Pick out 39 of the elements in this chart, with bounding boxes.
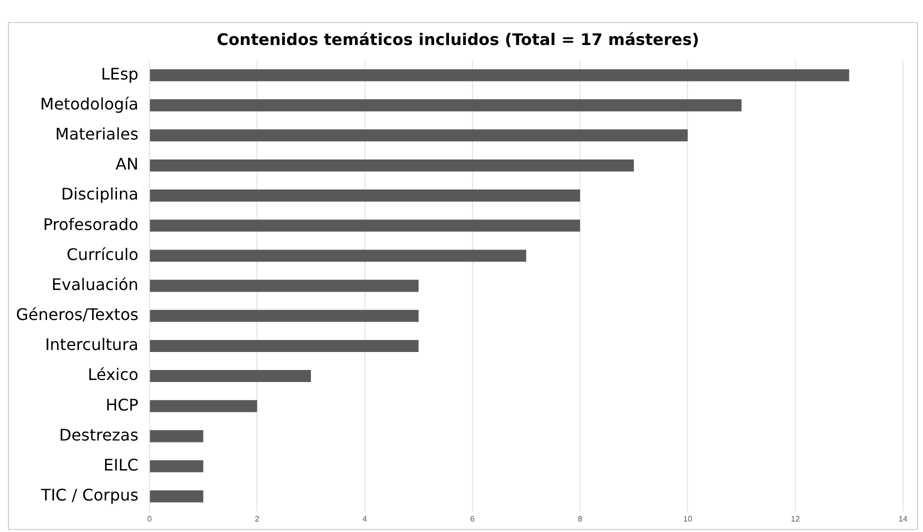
y-tick-label: Currículo [66, 244, 138, 264]
x-tick-label: 10 [683, 514, 693, 524]
bar [150, 430, 204, 442]
x-tick-label: 6 [470, 514, 476, 524]
chart-title: Contenidos temáticos incluidos (Total = 17 másteres) [216, 30, 700, 49]
bar [150, 69, 850, 82]
y-tick-label: AN [116, 154, 138, 174]
y-tick-label: EILC [104, 455, 138, 474]
y-tick-label: LEsp [100, 64, 138, 84]
x-tick-label: 4 [362, 514, 368, 524]
bar [150, 190, 580, 202]
bar [150, 129, 688, 142]
bar [150, 250, 526, 262]
bar [150, 340, 419, 352]
bar [150, 220, 580, 232]
y-tick-label: Evaluación [52, 274, 138, 294]
bar [150, 159, 634, 172]
bar [150, 370, 311, 382]
x-tick-label: 0 [147, 514, 152, 524]
y-tick-label: Léxico [88, 365, 138, 384]
x-tick-label: 12 [790, 514, 800, 524]
y-tick-label: Materiales [55, 124, 138, 144]
bar [150, 280, 419, 292]
bar [150, 99, 742, 112]
x-tick-label: 14 [898, 514, 908, 524]
bar [150, 400, 258, 412]
y-tick-label: Profesorado [43, 214, 138, 234]
bar [150, 490, 204, 502]
x-tick-label: 8 [578, 514, 583, 524]
bar [150, 310, 419, 322]
x-tick-label: 2 [254, 514, 260, 524]
y-tick-label: Destrezas [59, 425, 138, 444]
y-tick-label: Intercultura [45, 335, 138, 354]
y-tick-label: HCP [106, 395, 139, 414]
bar [150, 460, 204, 472]
y-tick-label: Disciplina [61, 184, 138, 204]
y-tick-label: TIC / Corpus [40, 486, 138, 505]
y-tick-label: Géneros/Textos [16, 305, 138, 324]
y-tick-label: Metodología [40, 94, 138, 114]
